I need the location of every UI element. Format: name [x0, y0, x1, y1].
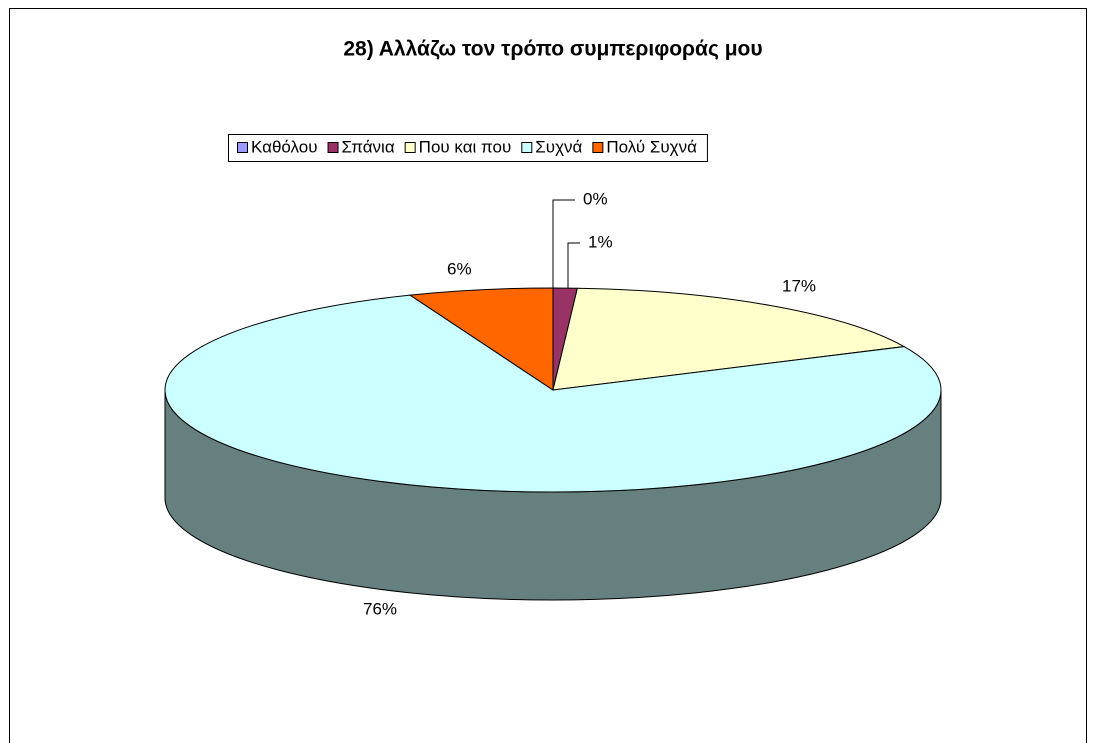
- legend-swatch: [404, 142, 416, 153]
- leader-line: [552, 199, 575, 288]
- legend-label: Που και που: [419, 137, 512, 156]
- leader-line: [567, 242, 580, 288]
- slice: [164, 294, 942, 493]
- data-label: 17%: [782, 276, 816, 295]
- legend-swatch: [521, 142, 533, 153]
- data-label: 6%: [447, 259, 472, 278]
- data-label: 1%: [588, 232, 613, 251]
- legend-swatch: [327, 142, 339, 153]
- legend-label: Σπάνια: [342, 137, 395, 156]
- slice: [408, 287, 554, 391]
- slice: [552, 287, 906, 391]
- legend-label: Συχνά: [535, 137, 582, 156]
- legend-swatch: [237, 142, 248, 153]
- legend-label: Πολύ Συχνά: [606, 137, 697, 156]
- chart-title: 28) Αλλάζω τον τρόπο συμπεριφοράς μου: [343, 38, 762, 61]
- data-label: 76%: [363, 599, 397, 618]
- legend: [228, 134, 708, 162]
- legend-swatch: [592, 142, 604, 153]
- data-label: 0%: [583, 189, 608, 208]
- legend-label: Καθόλου: [251, 137, 318, 156]
